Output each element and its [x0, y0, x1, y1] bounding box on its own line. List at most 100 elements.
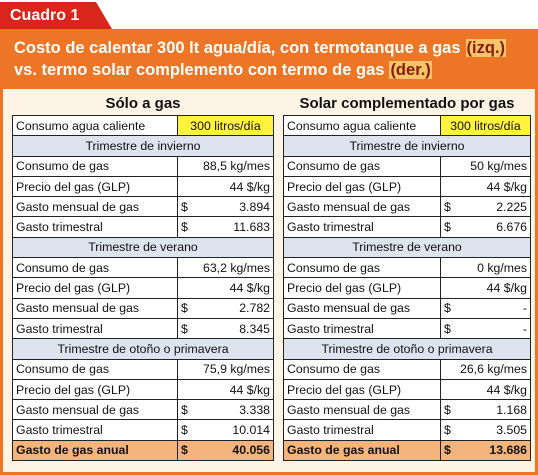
- table-row: Gasto trimestral $3.505: [283, 419, 531, 441]
- section-header: Trimestre de otoño o primavera: [283, 338, 531, 360]
- content-box: Sólo a gas Consumo agua caliente 300 litro…: [0, 89, 538, 475]
- title-line: Costo de calentar 300 lt agua/día, con t…: [14, 37, 538, 59]
- cell-currency: $: [177, 439, 206, 462]
- cell-value: 1.168: [469, 399, 531, 421]
- cell-currency: $: [440, 399, 469, 421]
- cell-label: Gasto mensual de gas: [12, 399, 178, 421]
- section-title: Trimestre de verano: [283, 236, 531, 259]
- cell-label: Precio del gas (GLP): [283, 175, 441, 198]
- cell-label: Precio del gas (GLP): [12, 277, 178, 299]
- cell-label: Gasto de gas anual: [283, 439, 441, 462]
- cell-label: Gasto mensual de gas: [283, 196, 441, 218]
- cell-value: 2.782: [206, 297, 274, 319]
- cell-label: Gasto trimestral: [283, 216, 441, 238]
- section-title: Trimestre de otoño o primavera: [12, 338, 274, 360]
- cell-label: Gasto mensual de gas: [283, 399, 441, 421]
- cell-label: Consumo de gas: [12, 257, 178, 279]
- cell-label: Consumo de gas: [283, 358, 441, 380]
- cell-value: 0 kg/mes: [440, 257, 531, 279]
- table-title: Solar complementado por gas: [299, 95, 515, 112]
- table-row: Precio del gas (GLP) 44 $/kg: [283, 175, 531, 198]
- cell-currency: $: [177, 196, 206, 218]
- table-row: Gasto trimestral $6.676: [283, 216, 531, 238]
- table-row: Precio del gas (GLP) 44 $/kg: [12, 378, 274, 401]
- table-row: Gasto mensual de gas $2.782: [12, 297, 274, 319]
- section-title: Trimestre de verano: [12, 236, 274, 259]
- cell-value: 44 $/kg: [177, 277, 274, 299]
- table-row: Precio del gas (GLP) 44 $/kg: [283, 378, 531, 401]
- cell-value: 88,5 kg/mes: [177, 155, 274, 177]
- cell-currency: $: [177, 317, 206, 340]
- section-title: Trimestre de invierno: [283, 135, 531, 157]
- table-row: Consumo de gas 26,6 kg/mes: [283, 358, 531, 380]
- cell-currency: $: [440, 317, 469, 340]
- table-row: Gasto trimestral $10.014: [12, 419, 274, 441]
- cell-value: -: [469, 317, 531, 340]
- section-header: Trimestre de verano: [12, 236, 274, 259]
- cell-value: 26,6 kg/mes: [440, 358, 531, 380]
- cell-value: 6.676: [469, 216, 531, 238]
- table-row: Consumo de gas 63,2 kg/mes: [12, 257, 274, 279]
- cell-value: 44 $/kg: [440, 378, 531, 401]
- title-line: vs. termo solar complemento con termo de…: [14, 59, 538, 81]
- section-title: Trimestre de invierno: [12, 135, 274, 157]
- cell-value: 44 $/kg: [440, 175, 531, 198]
- table-row: Gasto de gas anual $13.686: [283, 439, 531, 462]
- cell-currency: $: [440, 419, 469, 441]
- cell-label: Gasto mensual de gas: [12, 297, 178, 319]
- cell-value: 75,9 kg/mes: [177, 358, 274, 380]
- cell-label: Precio del gas (GLP): [283, 378, 441, 401]
- table-row: Precio del gas (GLP) 44 $/kg: [283, 277, 531, 299]
- table-row: Precio del gas (GLP) 44 $/kg: [12, 277, 274, 299]
- title-band: Costo de calentar 300 lt agua/día, con t…: [0, 29, 538, 89]
- cell-label: Consumo de gas: [283, 155, 441, 177]
- cell-label: Consumo de gas: [283, 257, 441, 279]
- table-column: Solar complementado por gas Consumo agua …: [283, 93, 531, 462]
- section-header: Trimestre de verano: [283, 236, 531, 259]
- cost-table: Consumo agua caliente 300 litros/día Trime…: [12, 114, 274, 462]
- table-row: Gasto trimestral $11.683: [12, 216, 274, 238]
- title-note: (izq.): [465, 39, 507, 57]
- cell-label: Gasto trimestral: [12, 317, 178, 340]
- cell-label: Consumo de gas: [12, 155, 178, 177]
- table-row: Gasto mensual de gas $2.225: [283, 196, 531, 218]
- table-row: Consumo de gas 88,5 kg/mes: [12, 155, 274, 177]
- title-text: Costo de calentar 300 lt agua/día, con t…: [14, 39, 461, 57]
- title-text: vs. termo solar complemento con termo de…: [14, 61, 385, 79]
- cell-value: 50 kg/mes: [440, 155, 531, 177]
- cell-label: Gasto trimestral: [12, 419, 178, 441]
- table-title: Sólo a gas: [105, 95, 181, 112]
- cell-value: 3.505: [469, 419, 531, 441]
- table-body: Consumo agua caliente 300 litros/día Trime…: [283, 114, 531, 462]
- table-row: Precio del gas (GLP) 44 $/kg: [12, 175, 274, 198]
- cell-value: 44 $/kg: [440, 277, 531, 299]
- cell-label: Gasto mensual de gas: [12, 196, 178, 218]
- cell-label: Precio del gas (GLP): [12, 378, 178, 401]
- table-row: Gasto trimestral $ -: [283, 317, 531, 340]
- cell-value: 40.056: [206, 439, 274, 462]
- cell-value: 3.338: [206, 399, 274, 421]
- cell-value: -: [469, 297, 531, 319]
- title-note: (der.): [389, 61, 432, 79]
- water-row: Consumo agua caliente 300 litros/día: [12, 114, 274, 137]
- table-row: Gasto trimestral $8.345: [12, 317, 274, 340]
- cell-value: 63,2 kg/mes: [177, 257, 274, 279]
- cell-label: Gasto de gas anual: [12, 439, 178, 462]
- table-body: Consumo agua caliente 300 litros/día Trime…: [12, 114, 274, 462]
- water-row: Consumo agua caliente 300 litros/día: [283, 114, 531, 137]
- cell-label: Precio del gas (GLP): [283, 277, 441, 299]
- table-row: Gasto mensual de gas $1.168: [283, 399, 531, 421]
- cell-value: 2.225: [469, 196, 531, 218]
- cell-value: 11.683: [206, 216, 274, 238]
- table-row: Gasto mensual de gas $3.894: [12, 196, 274, 218]
- cell-currency: $: [440, 216, 469, 238]
- cell-value: 300 litros/día: [177, 114, 274, 137]
- table-row: Consumo de gas 50 kg/mes: [283, 155, 531, 177]
- cell-value: 13.686: [469, 439, 531, 462]
- cell-currency: $: [440, 196, 469, 218]
- table-row: Gasto mensual de gas $ -: [283, 297, 531, 319]
- cell-label: Precio del gas (GLP): [12, 175, 178, 198]
- table-row: Consumo de gas 75,9 kg/mes: [12, 358, 274, 380]
- cell-currency: $: [440, 297, 469, 319]
